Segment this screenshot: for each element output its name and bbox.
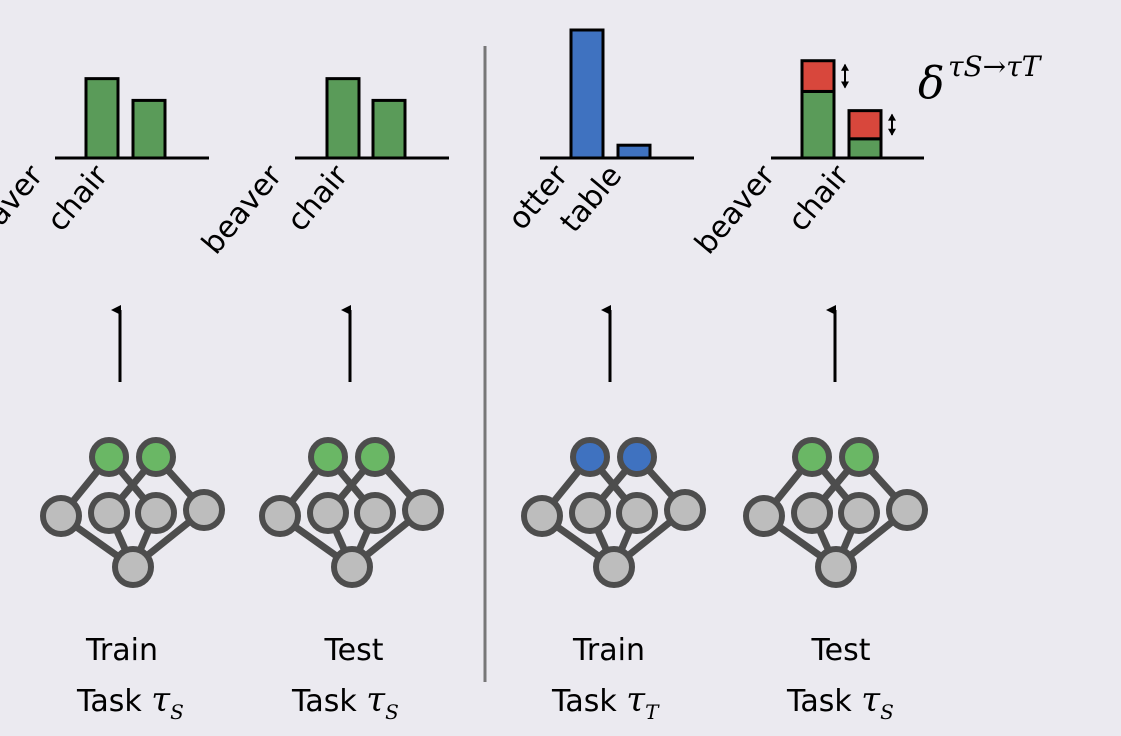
output-node — [570, 437, 610, 477]
bar-label-beaver: beaver — [688, 158, 782, 261]
bar-label-table: table — [553, 159, 629, 240]
output-node — [89, 437, 129, 477]
output-node — [839, 437, 879, 477]
hidden-node — [664, 489, 706, 531]
caption-task-word: Task — [786, 684, 861, 719]
caption-task-symbol: τ — [861, 680, 881, 720]
neural-network — [259, 437, 444, 588]
caption-line1: Train — [572, 633, 645, 668]
delta-label: δ τS→τT — [918, 50, 1043, 109]
caption-line1: Test — [810, 633, 870, 668]
output-node — [355, 437, 395, 477]
hidden-node — [521, 495, 563, 537]
bar-chair — [131, 98, 167, 160]
bar-label-chair: chair — [40, 158, 115, 238]
caption-task-symbol: τ — [366, 680, 386, 720]
caption-task-subscript: S — [385, 700, 399, 724]
output-node — [136, 437, 176, 477]
caption-task-symbol: τ — [626, 680, 646, 720]
caption-task-word: Task — [76, 684, 151, 719]
hidden-node — [593, 546, 635, 588]
panel-test-after-target: beaver chair Test Task τS — [688, 59, 928, 724]
output-node — [792, 437, 832, 477]
delta-symbol: δ — [918, 58, 945, 109]
bar-beaver — [800, 89, 836, 160]
bar-beaver — [325, 77, 361, 160]
hidden-node — [838, 492, 880, 534]
neural-network — [743, 437, 928, 588]
delta-bar-beaver — [800, 59, 836, 93]
hidden-node — [40, 495, 82, 537]
bar-table — [616, 143, 652, 160]
caption-task-subscript: S — [170, 700, 184, 724]
neural-network — [521, 437, 706, 588]
hidden-node — [135, 492, 177, 534]
hidden-node — [743, 495, 785, 537]
caption-line1: Train — [85, 633, 158, 668]
bar-beaver — [84, 77, 120, 160]
hidden-node — [569, 492, 611, 534]
hidden-node — [886, 489, 928, 531]
caption-line2: Task τS — [786, 680, 894, 724]
delta-superscript: τS→τT — [948, 50, 1043, 83]
hidden-node — [259, 495, 301, 537]
output-node — [308, 437, 348, 477]
caption-task-word: Task — [551, 684, 626, 719]
caption-task-subscript: T — [645, 700, 660, 724]
caption-task-word: Task — [291, 684, 366, 719]
hidden-node — [183, 489, 225, 531]
bar-label-chair: chair — [280, 158, 355, 238]
caption-task-subscript: S — [880, 700, 894, 724]
hidden-node — [354, 492, 396, 534]
bar-label-beaver: beaver — [0, 158, 51, 261]
caption-line1: Test — [323, 633, 383, 668]
output-node — [617, 437, 657, 477]
neural-network — [40, 437, 225, 588]
hidden-node — [307, 492, 349, 534]
bar-otter — [569, 28, 605, 160]
hidden-node — [331, 546, 373, 588]
bar-label-chair: chair — [781, 158, 856, 238]
bar-chair — [847, 137, 883, 160]
hidden-node — [791, 492, 833, 534]
bar-chair — [371, 98, 407, 160]
hidden-node — [616, 492, 658, 534]
hidden-node — [112, 546, 154, 588]
delta-bar-chair — [847, 109, 883, 141]
caption-task-symbol: τ — [151, 680, 171, 720]
caption-line2: Task τT — [551, 680, 660, 724]
bar-label-beaver: beaver — [195, 158, 289, 261]
caption-line2: Task τS — [291, 680, 399, 724]
hidden-node — [402, 489, 444, 531]
hidden-node — [88, 492, 130, 534]
caption-line2: Task τS — [76, 680, 184, 724]
hidden-node — [815, 546, 857, 588]
